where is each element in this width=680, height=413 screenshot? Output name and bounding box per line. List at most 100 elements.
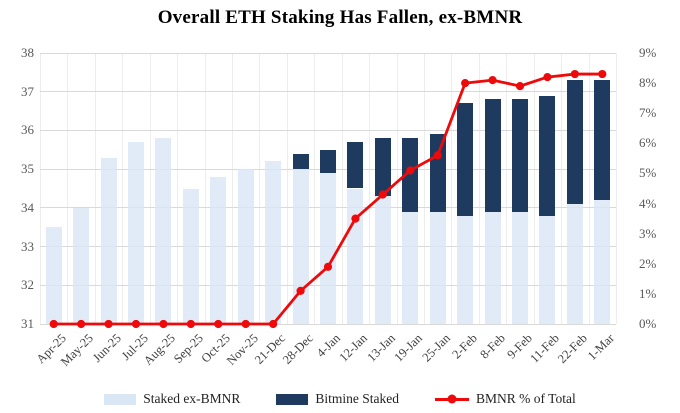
y-axis-label-right: 9% [639,45,657,60]
gridline-v [478,53,480,324]
gridline-v [616,53,617,324]
bar-staked-ex-bmnr [484,211,501,324]
gridline-h [40,129,616,131]
x-axis-label: Sep-25 [170,331,206,366]
line-marker [598,69,607,79]
gridline-v [149,53,151,324]
bar-bitmine-staked [374,138,391,197]
bar-staked-ex-bmnr [73,207,90,324]
bar-staked-ex-bmnr [512,211,528,324]
bar-staked-ex-bmnr [566,203,583,324]
gridline-v [204,53,206,324]
bar-staked-ex-bmnr [347,188,364,324]
chart-title: Overall ETH Staking Has Fallen, ex-BMNR [157,7,523,28]
x-axis-label: 13-Jan [364,331,398,365]
bar-bitmine-staked [292,153,309,170]
legend: Staked ex-BMNR Bitmine Staked BMNR % of … [0,391,680,407]
y-axis-label-left: 35 [21,161,34,177]
gridline-v [232,53,233,324]
gridline-v [506,53,508,324]
x-axis-label: Jun-25 [89,331,124,365]
bar-bitmine-staked [539,95,556,216]
y-axis-label-right: 1% [639,285,657,301]
bar-staked-ex-bmnr [429,211,446,324]
line-marker [488,76,497,85]
bar-bitmine-staked [320,149,336,173]
gridline-v [40,53,41,324]
line-marker [543,72,552,82]
gridline-h [40,52,616,54]
bar-staked-ex-bmnr [539,215,556,324]
bar-bitmine-staked [457,103,474,216]
line-marker [461,79,470,88]
y-axis-label-right: 6% [639,135,657,151]
y-axis-label-right: 5% [639,165,657,181]
line-marker-icon [447,394,457,404]
bar-staked-ex-bmnr [210,176,227,324]
staked-ex-bmnr-swatch [104,393,137,405]
gridline-v [314,53,316,324]
gridline-v [259,53,261,324]
gridline-v [561,53,563,324]
y-axis-label-right: 2% [639,255,657,271]
y-axis-label-right: 7% [639,105,657,121]
bar-bitmine-staked [594,80,611,201]
bmnr-line-swatch [435,394,470,404]
x-axis-label: 2-Feb [449,331,481,362]
y-axis-label-left: 33 [21,238,34,254]
gridline-v [177,53,179,324]
x-axis-label: 28-Dec [279,331,316,367]
y-axis-label-left: 37 [21,83,34,99]
legend-item-staked-ex-bmnr: Staked ex-BMNR [104,391,240,407]
bar-staked-ex-bmnr [594,200,611,324]
bitmine-staked-swatch [276,393,309,405]
gridline-v [94,53,96,324]
bar-staked-ex-bmnr [265,161,282,324]
legend-item-bitmine-staked: Bitmine Staked [276,391,399,407]
bar-staked-ex-bmnr [182,188,199,324]
y-axis-label-right: 0% [639,316,657,331]
legend-label: Bitmine Staked [315,391,400,406]
y-axis-label-left: 32 [21,277,34,293]
bar-bitmine-staked [566,80,583,204]
x-axis-label: 11-Feb [527,331,563,366]
bar-staked-ex-bmnr [237,169,254,324]
y-axis-label-right: 3% [639,225,657,241]
gridline-v [341,53,343,324]
x-axis-label: 8-Feb [476,331,508,362]
bar-staked-ex-bmnr [374,196,391,324]
y-axis-label-left: 31 [21,316,34,331]
y-axis-label-right: 8% [639,75,657,91]
y-axis-label-left: 34 [21,199,34,215]
gridline-v [533,53,535,324]
gridline-h [40,91,616,93]
gridline-v [286,53,288,324]
legend-label: BMNR % of Total [476,391,576,406]
x-axis-label: 21-Dec [252,331,289,367]
bar-bitmine-staked [402,138,419,212]
x-axis-label: 12-Jan [336,331,371,365]
legend-label: Staked ex-BMNR [143,391,241,406]
gridline-v [451,53,453,324]
bar-staked-ex-bmnr [292,169,309,324]
bar-staked-ex-bmnr [128,142,144,324]
bar-staked-ex-bmnr [320,173,336,324]
gridline-v [424,53,425,324]
bar-staked-ex-bmnr [100,157,117,324]
gridline-v [122,53,124,324]
legend-item-bmnr-pct: BMNR % of Total [435,391,576,407]
bar-bitmine-staked [484,99,501,212]
bar-staked-ex-bmnr [402,211,419,324]
gridline-v [67,53,69,324]
bar-staked-ex-bmnr [457,215,474,324]
bar-staked-ex-bmnr [45,227,62,324]
bar-staked-ex-bmnr [155,138,172,324]
y-axis-label-left: 36 [21,122,34,138]
x-axis-label: 19-Jan [391,331,426,365]
gridline-v [396,53,398,324]
gridline-v [588,53,590,324]
line-marker [515,82,525,91]
x-axis-label: 22-Feb [554,331,590,366]
x-axis-label: 25-Jan [419,331,453,365]
